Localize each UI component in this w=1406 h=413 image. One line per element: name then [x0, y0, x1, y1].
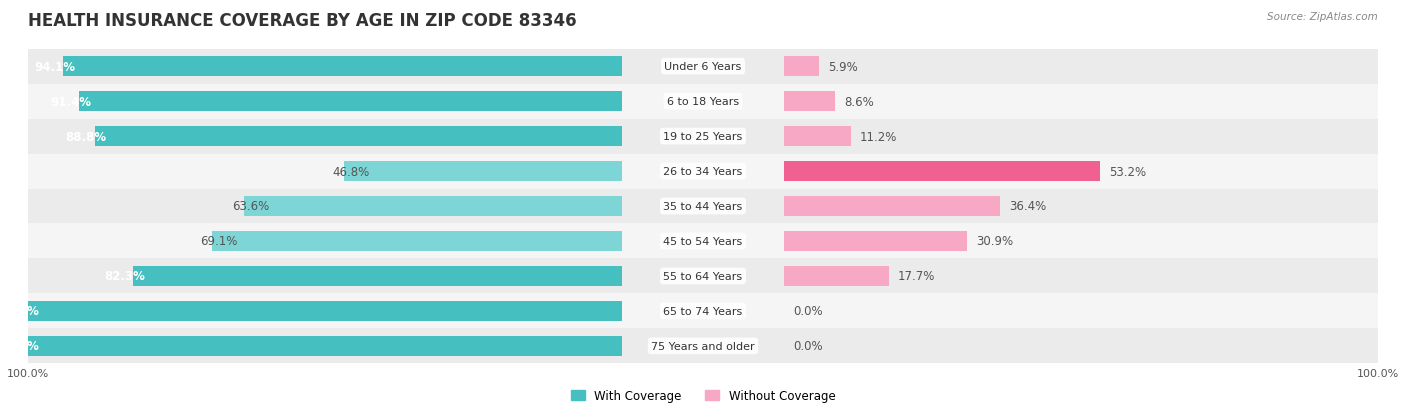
- Bar: [94, 127, 621, 147]
- Text: 26 to 34 Years: 26 to 34 Years: [664, 166, 742, 177]
- Bar: [785, 119, 1378, 154]
- Bar: [785, 231, 967, 252]
- Text: 82.3%: 82.3%: [104, 270, 145, 283]
- Text: 5.9%: 5.9%: [828, 61, 858, 74]
- Bar: [621, 50, 1406, 84]
- Bar: [785, 259, 1378, 294]
- Bar: [28, 224, 621, 259]
- Bar: [245, 197, 621, 216]
- Text: 94.1%: 94.1%: [34, 61, 75, 74]
- Bar: [785, 127, 851, 147]
- Bar: [621, 119, 785, 154]
- Bar: [785, 266, 889, 286]
- Bar: [621, 84, 1406, 119]
- Bar: [28, 336, 621, 356]
- Text: 53.2%: 53.2%: [1109, 165, 1146, 178]
- Bar: [785, 50, 1378, 84]
- Bar: [621, 50, 785, 84]
- Text: Under 6 Years: Under 6 Years: [665, 62, 741, 72]
- Text: Source: ZipAtlas.com: Source: ZipAtlas.com: [1267, 12, 1378, 22]
- Bar: [63, 57, 621, 77]
- Bar: [28, 154, 621, 189]
- Bar: [28, 84, 621, 119]
- Text: 91.4%: 91.4%: [51, 95, 91, 108]
- Bar: [785, 197, 1000, 216]
- Text: 65 to 74 Years: 65 to 74 Years: [664, 306, 742, 316]
- Bar: [621, 189, 785, 224]
- Text: 11.2%: 11.2%: [859, 130, 897, 143]
- Bar: [785, 92, 835, 112]
- Bar: [28, 329, 621, 363]
- Bar: [28, 189, 621, 224]
- Bar: [785, 84, 1378, 119]
- Text: 100.0%: 100.0%: [0, 305, 39, 318]
- Bar: [28, 50, 621, 84]
- Bar: [28, 294, 621, 329]
- Text: 35 to 44 Years: 35 to 44 Years: [664, 202, 742, 211]
- Bar: [785, 161, 1099, 182]
- Text: 46.8%: 46.8%: [332, 165, 370, 178]
- Bar: [621, 224, 785, 259]
- Text: 0.0%: 0.0%: [793, 305, 823, 318]
- Text: 100.0%: 100.0%: [0, 339, 39, 352]
- Text: 30.9%: 30.9%: [976, 235, 1014, 248]
- Text: 45 to 54 Years: 45 to 54 Years: [664, 236, 742, 247]
- Bar: [785, 189, 1378, 224]
- Bar: [621, 259, 785, 294]
- Bar: [621, 259, 1406, 294]
- Bar: [79, 92, 621, 112]
- Bar: [28, 259, 621, 294]
- Bar: [621, 84, 785, 119]
- Bar: [344, 161, 621, 182]
- Bar: [621, 294, 1406, 329]
- Text: 17.7%: 17.7%: [898, 270, 935, 283]
- Bar: [785, 329, 1378, 363]
- Bar: [785, 294, 1378, 329]
- Bar: [212, 231, 621, 252]
- Bar: [621, 294, 785, 329]
- Text: 55 to 64 Years: 55 to 64 Years: [664, 271, 742, 281]
- Bar: [28, 301, 621, 321]
- Text: 0.0%: 0.0%: [793, 339, 823, 352]
- Bar: [621, 224, 1406, 259]
- Text: HEALTH INSURANCE COVERAGE BY AGE IN ZIP CODE 83346: HEALTH INSURANCE COVERAGE BY AGE IN ZIP …: [28, 12, 576, 30]
- Text: 8.6%: 8.6%: [844, 95, 873, 108]
- Text: 63.6%: 63.6%: [232, 200, 270, 213]
- Text: 88.8%: 88.8%: [66, 130, 107, 143]
- Text: 19 to 25 Years: 19 to 25 Years: [664, 132, 742, 142]
- Bar: [134, 266, 621, 286]
- Bar: [785, 57, 820, 77]
- Bar: [621, 119, 1406, 154]
- Legend: With Coverage, Without Coverage: With Coverage, Without Coverage: [565, 385, 841, 407]
- Bar: [621, 154, 1406, 189]
- Bar: [621, 154, 785, 189]
- Bar: [785, 224, 1378, 259]
- Bar: [621, 329, 785, 363]
- Bar: [785, 154, 1378, 189]
- Text: 75 Years and older: 75 Years and older: [651, 341, 755, 351]
- Text: 36.4%: 36.4%: [1010, 200, 1046, 213]
- Bar: [28, 119, 621, 154]
- Bar: [621, 329, 1406, 363]
- Text: 6 to 18 Years: 6 to 18 Years: [666, 97, 740, 107]
- Bar: [621, 189, 1406, 224]
- Text: 69.1%: 69.1%: [200, 235, 238, 248]
